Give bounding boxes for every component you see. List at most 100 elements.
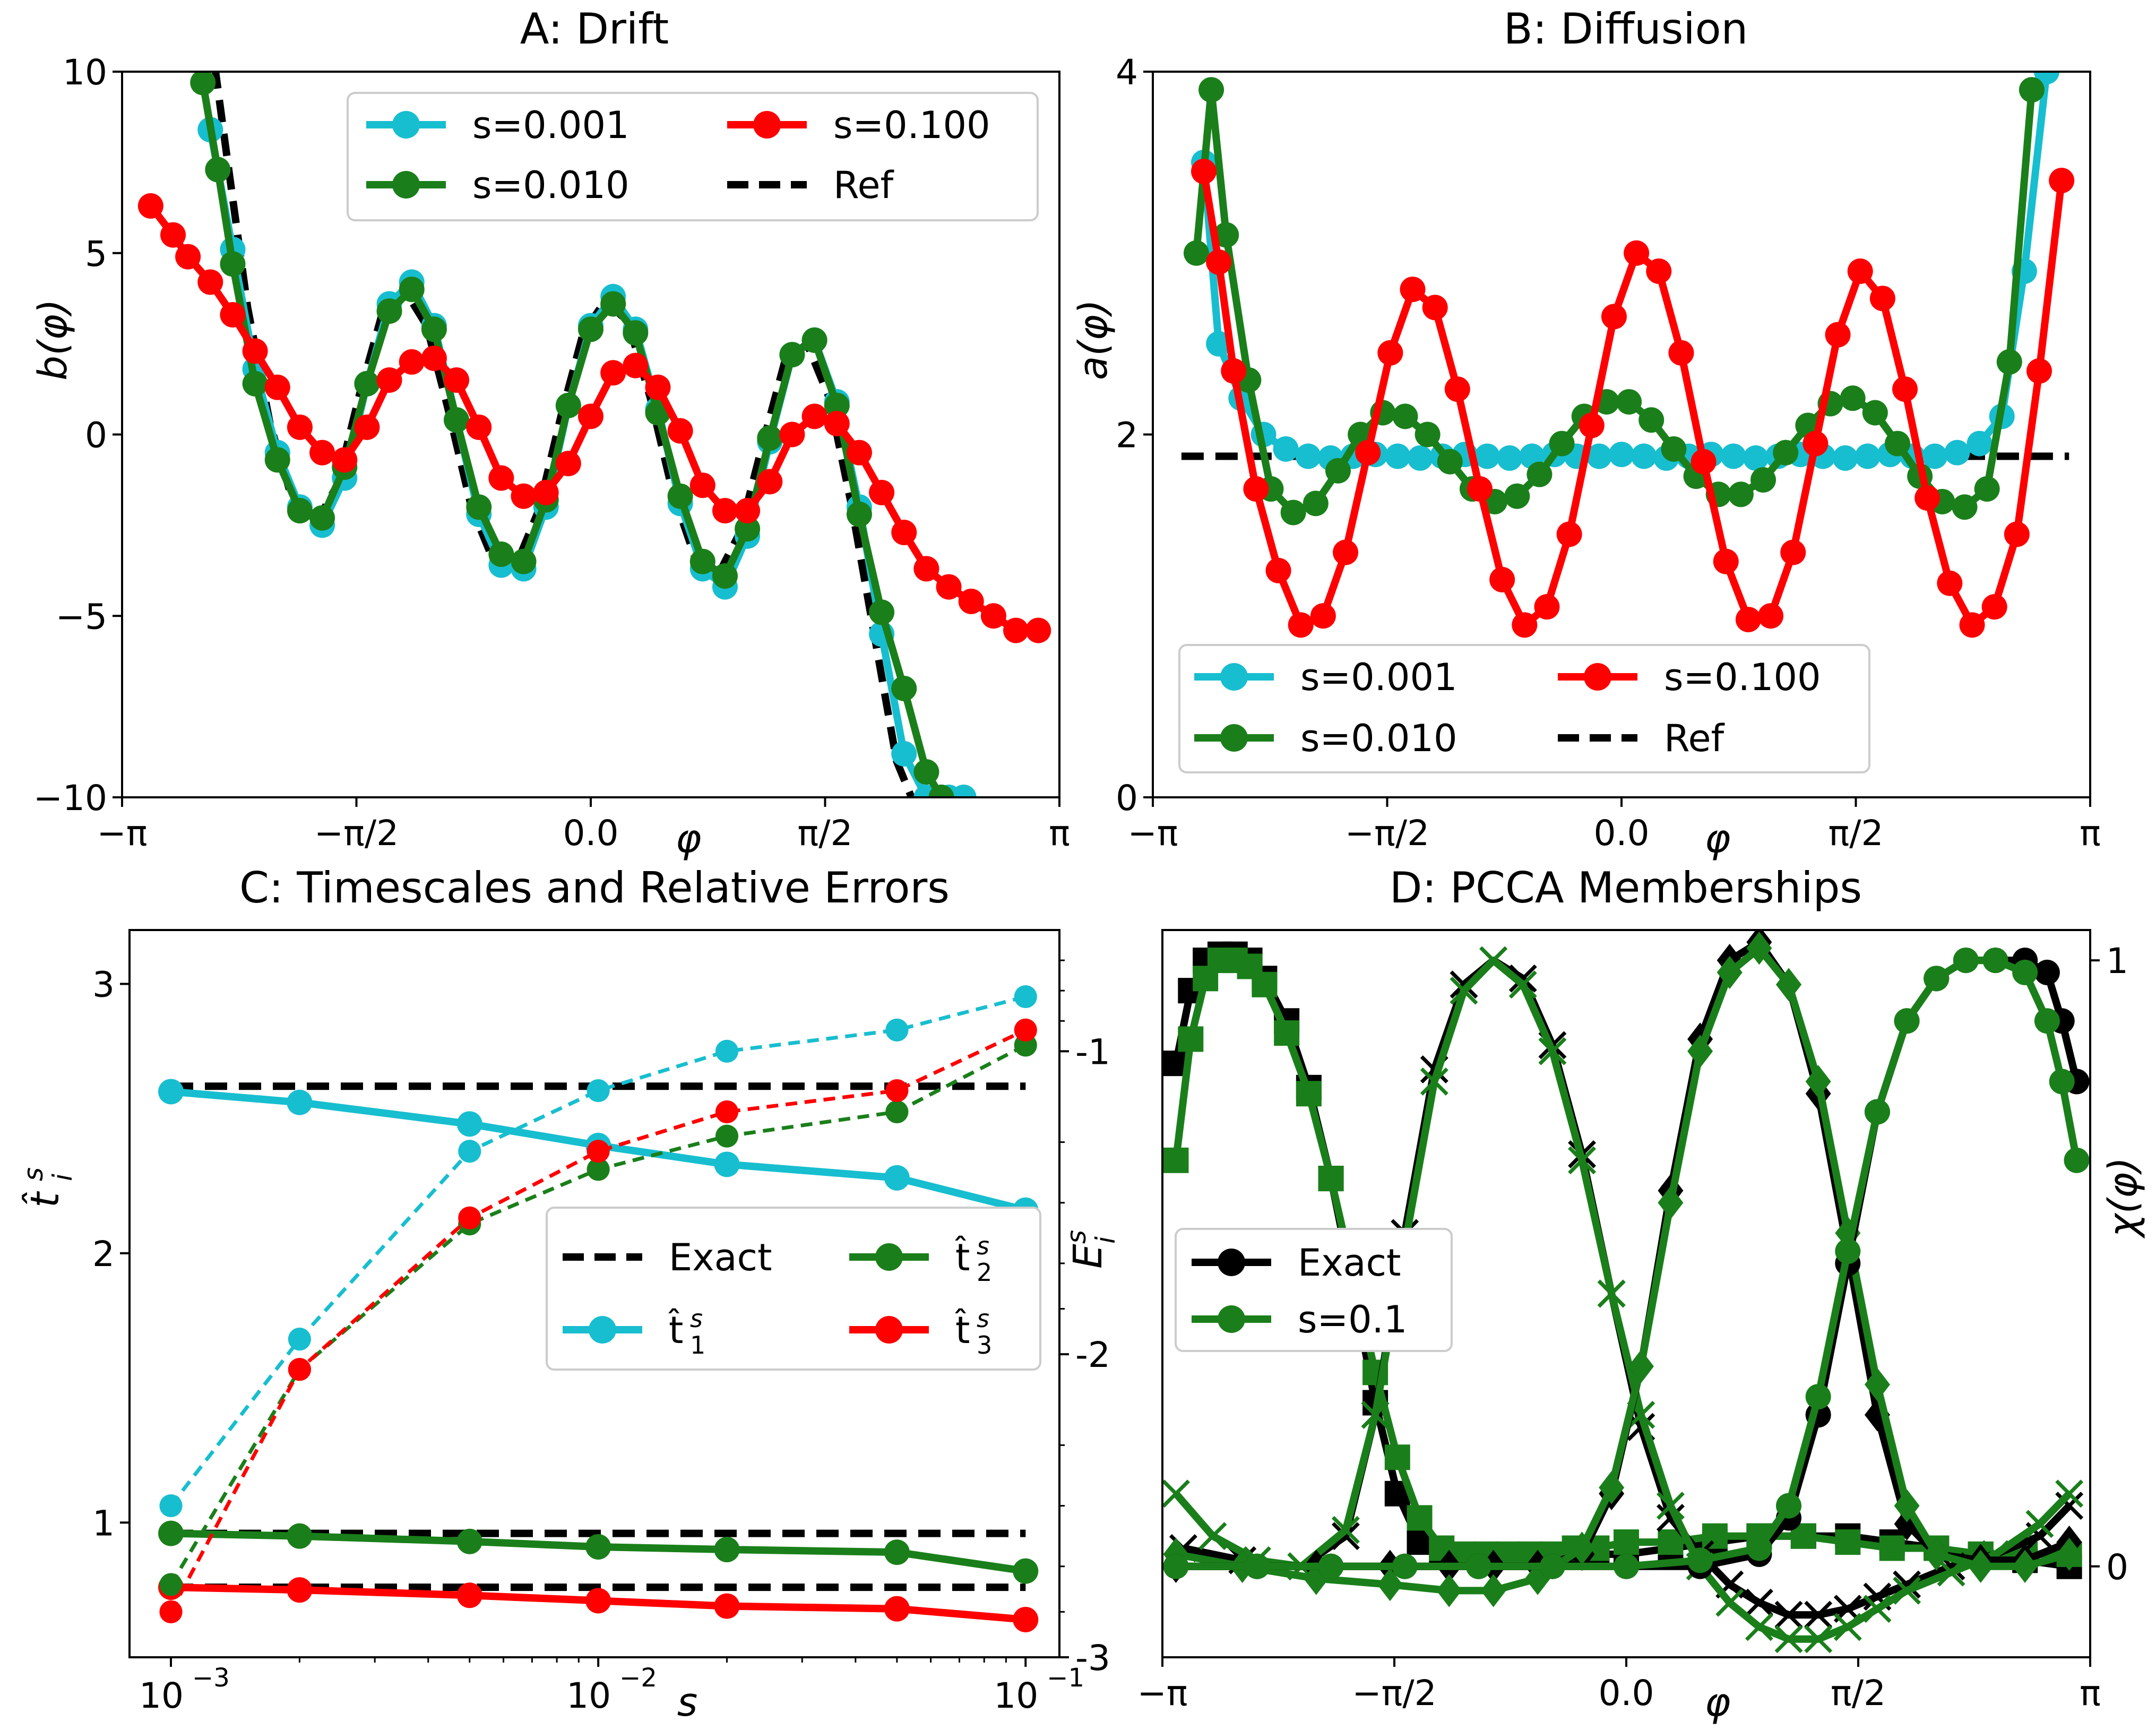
data-point-s-0-1-2 xyxy=(1568,1146,1597,1175)
legend-label: t̂ xyxy=(955,1309,970,1352)
svg-text:i: i xyxy=(47,1174,78,1181)
panel-b-x-ticks: −π −π/2 0.0 π/2 π xyxy=(1127,797,2101,854)
data-point-t-2-s xyxy=(287,1523,313,1549)
x-tick-label-base: 10 xyxy=(994,1675,1038,1716)
data-point-s-0-100 xyxy=(466,414,492,440)
data-point-e-1-s xyxy=(458,1140,481,1163)
data-point-e-1-s xyxy=(288,1328,311,1351)
panel-c-legend: Exact t̂ s2t̂ s1 t̂ s3 xyxy=(546,1207,1041,1371)
data-point-s-0-100 xyxy=(511,483,537,509)
data-point-s-0-100 xyxy=(1221,358,1247,384)
data-point-s-0-1-4 xyxy=(1953,948,1979,974)
data-point-s-0-100 xyxy=(1206,249,1232,275)
data-point-s-0-100 xyxy=(1646,258,1672,284)
x-tick-label: π xyxy=(1049,813,1070,854)
data-point-e-1-s xyxy=(159,1494,183,1518)
data-point-s-0-010 xyxy=(1198,77,1224,103)
legend-label: Ref xyxy=(833,163,894,207)
data-point-s-0-100 xyxy=(735,498,761,524)
data-point-t-3-s xyxy=(585,1588,611,1614)
data-point-s-0-001 xyxy=(1609,442,1634,468)
data-point-s-0-1-2 xyxy=(2055,1479,2084,1508)
x-tick-label: −π xyxy=(1127,813,1178,854)
data-point-s-0-100 xyxy=(1981,594,2007,620)
data-point-t-1-s xyxy=(287,1089,313,1115)
data-point-s-0-100 xyxy=(2026,358,2052,384)
data-point-s-0-100 xyxy=(757,469,783,495)
data-point-s-0-010 xyxy=(376,298,402,324)
data-point-s-0-1-4 xyxy=(2049,1069,2075,1095)
data-point-s-0-010 xyxy=(466,494,492,520)
svg-text:s: s xyxy=(18,1167,49,1181)
series-s-0-010 xyxy=(1183,77,2045,526)
legend-label-subscript: 2 xyxy=(977,1258,992,1287)
data-point-e-1-s xyxy=(587,1079,610,1103)
data-point-s-0-100 xyxy=(824,410,850,436)
data-point-e-3-s xyxy=(715,1100,739,1124)
data-point-s-0-1-3 xyxy=(1436,1574,1462,1607)
data-point-s-0-100 xyxy=(779,421,805,447)
data-point-s-0-100 xyxy=(242,338,268,364)
data-point-s-0-100 xyxy=(1467,476,1493,502)
data-point-s-0-1-2 xyxy=(1833,1613,1862,1641)
series-t-2-s xyxy=(158,1520,1039,1584)
data-point-s-0-001 xyxy=(951,785,977,797)
data-point-exact-2 xyxy=(1745,1588,1773,1617)
data-point-s-0-001 xyxy=(1295,443,1321,469)
data-point-s-0-010 xyxy=(578,316,603,342)
panel-d-x-ticks: −π −π/2 0.0 π/2 π xyxy=(1137,1657,2101,1714)
data-point-s-0-1-3 xyxy=(1569,1531,1595,1565)
legend-label-superscript: s xyxy=(690,1304,703,1333)
data-point-s-0-1-1 xyxy=(1178,1026,1204,1052)
panel-c-plot-area xyxy=(158,985,1039,1632)
data-point-s-0-1-2 xyxy=(1656,1492,1685,1520)
data-point-t-1-s xyxy=(456,1111,482,1137)
data-point-s-0-010 xyxy=(190,72,216,96)
data-point-s-0-010 xyxy=(667,483,693,509)
data-point-s-0-100 xyxy=(1914,485,1941,511)
panel-a-title: A: Drift xyxy=(520,4,669,54)
panel-b-diffusion: B: Diffusion −π −π/2 0.0 π/2 π 0 2 4 φ a(φ) s=… xyxy=(1071,4,2101,862)
legend-marker xyxy=(1218,1305,1245,1333)
data-point-s-0-1-1 xyxy=(1318,1166,1344,1192)
data-point-s-0-1-4 xyxy=(1746,1535,1772,1561)
data-point-s-0-100 xyxy=(1355,440,1381,466)
panel-b-title: B: Diffusion xyxy=(1504,4,1748,54)
panel-b-y-label: a(φ) xyxy=(1071,299,1116,380)
data-point-s-0-1-1 xyxy=(1614,1529,1639,1555)
data-point-s-0-1-4 xyxy=(2064,1147,2090,1173)
data-point-s-0-100 xyxy=(1892,376,1918,402)
legend-marker xyxy=(875,1243,903,1271)
legend-entry-s001: s=0.001 xyxy=(366,104,629,147)
data-point-t-2-s xyxy=(158,1520,184,1546)
data-point-s-0-010 xyxy=(1862,400,1888,426)
data-point-s-0-100 xyxy=(1847,258,1873,284)
legend-entry-exact: Exact xyxy=(563,1236,772,1279)
data-point-s-0-1-1 xyxy=(1879,1535,1905,1561)
data-point-s-0-010 xyxy=(1549,431,1575,457)
right-y-tick-label: -3 xyxy=(1075,1638,1110,1679)
data-point-t-2-s xyxy=(456,1528,482,1554)
legend-marker xyxy=(1218,1249,1245,1276)
data-point-s-0-010 xyxy=(757,425,783,451)
data-point-s-0-100 xyxy=(1713,548,1739,574)
data-point-e-1-s xyxy=(715,1039,739,1063)
y-tick-label: −10 xyxy=(33,778,107,819)
x-tick-label-exponent: −3 xyxy=(192,1663,230,1693)
data-point-exact-2 xyxy=(1331,1522,1360,1551)
legend-marker xyxy=(1584,663,1611,691)
data-point-t-3-s xyxy=(884,1596,910,1622)
legend-label: t̂ xyxy=(955,1236,970,1279)
data-point-s-0-100 xyxy=(399,349,425,375)
data-point-s-0-100 xyxy=(264,374,290,400)
legend-marker xyxy=(875,1316,903,1344)
x-tick-label: 0.0 xyxy=(1594,813,1650,854)
data-point-s-0-1-1 xyxy=(1835,1529,1861,1555)
data-point-e-3-s xyxy=(587,1140,610,1163)
data-point-s-0-1-3 xyxy=(1599,1471,1625,1504)
y-tick-label: 5 xyxy=(85,234,107,274)
data-point-s-0-1-1 xyxy=(1163,1147,1189,1173)
x-tick-label: π/2 xyxy=(1829,813,1884,854)
legend-label: s=0.001 xyxy=(472,104,629,147)
data-point-s-0-1-1 xyxy=(1407,1505,1433,1531)
